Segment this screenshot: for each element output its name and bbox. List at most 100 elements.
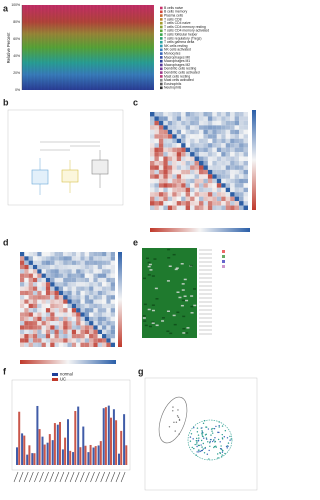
heatmap-cell xyxy=(71,312,77,317)
heatmap-cell xyxy=(203,205,208,210)
heatmap-cell xyxy=(207,196,213,202)
sample-point xyxy=(211,432,214,434)
sample-point xyxy=(221,454,223,456)
heatmap-cell xyxy=(76,312,81,317)
heatmap-cell xyxy=(20,321,25,326)
heatmap-cell xyxy=(230,156,235,161)
heatmap-cell xyxy=(203,201,208,206)
heatmap-cell xyxy=(234,138,240,144)
heatmap-cell xyxy=(148,325,152,328)
heatmap-cell xyxy=(67,252,72,257)
heatmap-cell xyxy=(76,273,81,278)
heatmap-cell xyxy=(176,129,182,135)
heatmap-cell xyxy=(199,134,204,139)
heatmap-cell xyxy=(181,201,186,206)
heatmap-cell xyxy=(163,134,168,139)
sample-point xyxy=(205,426,208,428)
color-bar xyxy=(118,252,122,347)
heatmap-cell xyxy=(221,134,226,139)
heatmap-cell xyxy=(243,143,248,148)
heatmap-cell xyxy=(230,152,235,157)
heatmap-cell xyxy=(110,342,115,347)
legend-label: T cells gamma delta xyxy=(164,40,194,44)
heatmap-cell xyxy=(243,152,248,157)
heatmap-cell xyxy=(24,264,29,270)
heatmap-cell xyxy=(230,174,235,179)
heatmap-cell xyxy=(76,321,81,326)
heatmap-cell xyxy=(199,196,204,202)
heatmap-cell xyxy=(93,342,98,347)
heatmap-cell xyxy=(207,138,213,144)
heatmap-cell xyxy=(24,269,29,274)
heatmap-cell xyxy=(45,277,51,283)
heatmap-cell xyxy=(166,280,170,282)
heatmap-cell xyxy=(67,273,72,278)
heatmap-cell xyxy=(181,178,186,184)
heatmap-cell xyxy=(194,169,199,175)
heatmap-cell xyxy=(155,324,159,327)
heatmap-cell xyxy=(80,286,85,291)
heatmap-cell xyxy=(194,129,199,135)
heatmap-cell xyxy=(89,303,94,309)
heatmap-cell xyxy=(89,342,94,347)
sample-point xyxy=(189,436,192,438)
heatmap-cell xyxy=(71,338,77,343)
heatmap-cell xyxy=(106,256,111,261)
heatmap-cell xyxy=(163,201,168,206)
heatmap-cell xyxy=(243,120,248,126)
heatmap-cell xyxy=(50,264,55,270)
heatmap-cell xyxy=(24,295,29,300)
heatmap-cell xyxy=(80,290,85,296)
heatmap-cell xyxy=(80,299,85,304)
heatmap-cell xyxy=(163,138,168,144)
sample-point xyxy=(194,443,196,446)
box-plot-frame xyxy=(7,109,124,206)
heatmap-cell xyxy=(106,342,111,347)
sample-point xyxy=(198,444,200,447)
heatmap-cell xyxy=(225,112,231,117)
heatmap-cell xyxy=(180,263,184,265)
heatmap-cell xyxy=(80,334,85,339)
heatmap-cell xyxy=(28,312,33,317)
heatmap-cell xyxy=(194,178,199,184)
heatmap-cell xyxy=(84,329,90,335)
heatmap-cell xyxy=(97,329,103,335)
heatmap-cell xyxy=(45,295,51,300)
heatmap-cell xyxy=(221,165,226,170)
heatmap-cell xyxy=(67,256,72,261)
heatmap-cell xyxy=(225,161,231,166)
heatmap-cell xyxy=(89,334,94,339)
heatmap-cell xyxy=(106,312,111,317)
heatmap-cell xyxy=(221,120,226,126)
heatmap-cell xyxy=(97,269,103,274)
heatmap-cell xyxy=(154,129,159,135)
heatmap-cell xyxy=(207,152,213,157)
heatmap-cell xyxy=(203,196,208,202)
heatmap-cell xyxy=(161,317,165,319)
violin xyxy=(125,445,128,465)
heatmap-cell xyxy=(28,264,33,270)
heatmap-cell xyxy=(28,290,33,296)
legend-label: T cells CD8 xyxy=(164,17,182,21)
heatmap-cell xyxy=(207,183,213,188)
heatmap-cell xyxy=(20,286,25,291)
heatmap-cell xyxy=(158,174,164,179)
heatmap-cell xyxy=(185,174,191,179)
heatmap-cell xyxy=(203,161,208,166)
bar-stripes xyxy=(22,5,154,90)
heatmap-cell xyxy=(97,299,103,304)
heatmap-cell xyxy=(207,178,213,184)
heatmap-cell xyxy=(50,312,55,317)
heatmap-cell xyxy=(230,201,235,206)
heatmap-cell xyxy=(54,295,59,300)
sample-point xyxy=(178,419,181,421)
heatmap-cell xyxy=(106,273,111,278)
annotation-legend xyxy=(222,250,225,268)
legend-swatch xyxy=(160,21,163,25)
heatmap-cell xyxy=(181,156,186,161)
heatmap-cell xyxy=(181,138,186,144)
heatmap-cell xyxy=(110,325,115,330)
heatmap-cell xyxy=(76,308,81,313)
heatmap-cell xyxy=(67,282,72,287)
heatmap-cell xyxy=(225,125,231,130)
